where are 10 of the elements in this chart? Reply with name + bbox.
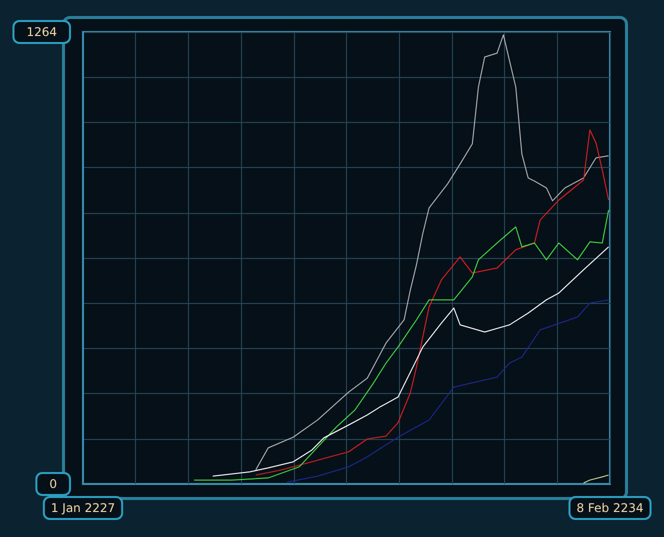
line-series bbox=[194, 210, 610, 481]
line-series bbox=[583, 474, 610, 484]
line-series bbox=[255, 129, 610, 476]
x-tick-label: 1 Jan 2227 bbox=[50, 501, 116, 515]
line-series bbox=[212, 246, 610, 477]
x-tick-label: 8 Feb 2234 bbox=[576, 501, 644, 515]
line-series bbox=[286, 299, 610, 483]
y-tick-label: 0 bbox=[49, 477, 57, 491]
line-series bbox=[255, 34, 610, 470]
y-tick-label: 1264 bbox=[26, 25, 57, 39]
